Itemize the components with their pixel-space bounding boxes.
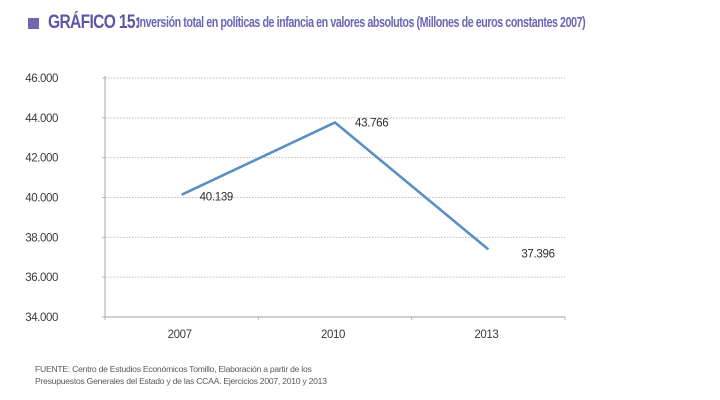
x-tick-label: 2010 <box>321 329 345 341</box>
source-line-1: FUENTE: Centro de Estudios Económicos To… <box>35 364 312 374</box>
data-label: 40.139 <box>200 192 233 204</box>
y-tick-label: 40.000 <box>25 193 58 205</box>
y-tick-label: 46.000 <box>25 73 58 85</box>
y-tick-labels: 34.000 36.000 38.000 40.000 42.000 44.000 46.0… <box>25 73 58 324</box>
gridlines <box>102 77 566 320</box>
data-labels: 40.139 43.766 37.396 <box>200 117 555 260</box>
y-tick-label: 36.000 <box>25 272 58 284</box>
x-tick-label: 2007 <box>168 329 192 341</box>
chart-title: GRÁFICO 15: Inversión total en políticas… <box>28 10 720 36</box>
data-label: 37.396 <box>521 248 554 260</box>
y-tick-label: 34.000 <box>25 312 58 324</box>
series-line <box>181 120 490 251</box>
y-tick-label: 42.000 <box>25 153 58 165</box>
data-label: 43.766 <box>355 117 388 129</box>
x-tick-label: 2013 <box>474 329 498 341</box>
y-tick-label: 44.000 <box>25 113 58 125</box>
source-line-2: Presupuestos Generales del Estado y de l… <box>35 376 327 386</box>
x-tick-labels: 2007 2010 2013 <box>168 329 499 341</box>
series-group <box>181 120 490 251</box>
y-tick-label: 38.000 <box>25 232 58 244</box>
title-bullet-icon <box>28 17 39 29</box>
source-note: FUENTE: Centro de Estudios Económicos To… <box>35 363 327 387</box>
chart-title-text: Inversión total en políticas de infancia… <box>136 15 586 31</box>
chart-title-prefix: GRÁFICO 15: <box>48 12 140 33</box>
axes <box>104 76 565 318</box>
